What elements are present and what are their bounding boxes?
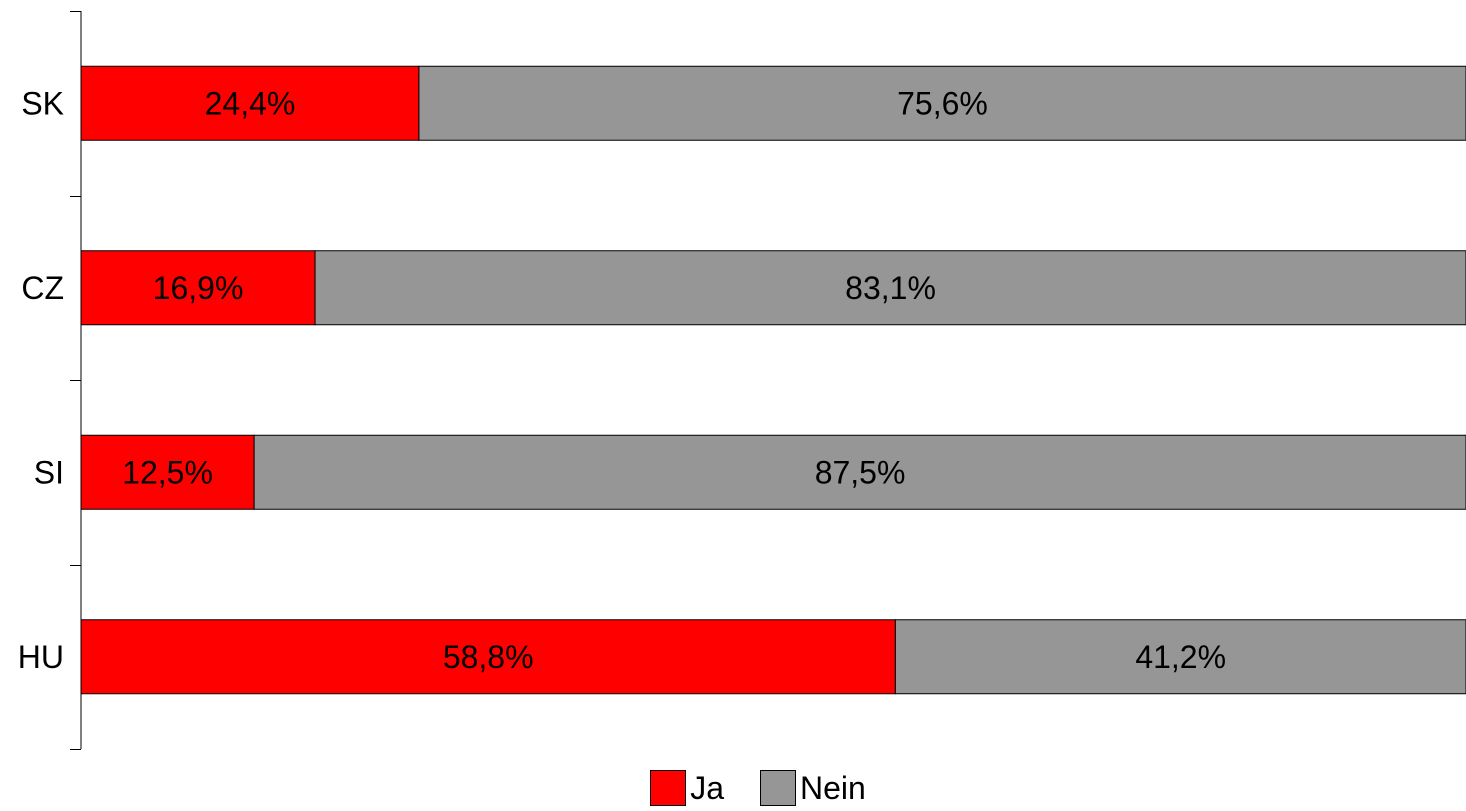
bar-si-ja xyxy=(80,434,255,510)
legend-swatch-ja xyxy=(650,769,687,806)
bar-sk-nein xyxy=(418,65,1466,141)
data-label-cz-nein: 83,1% xyxy=(845,270,936,306)
legend-label-nein: Nein xyxy=(799,769,866,806)
category-label-cz: CZ xyxy=(21,270,64,306)
category-axis xyxy=(70,11,82,750)
category-label-si: SI xyxy=(34,454,64,490)
legend-label-ja: Ja xyxy=(690,769,724,806)
data-label-hu-ja: 58,8% xyxy=(443,639,534,675)
data-label-si-nein: 87,5% xyxy=(815,454,906,490)
data-label-sk-nein: 75,6% xyxy=(897,85,988,121)
legend-item-nein: Nein xyxy=(759,769,866,806)
data-labels: 24,4% 75,6% 16,9% 83,1% 12,5% 87,5% 58,8% 41,2% xyxy=(122,85,1226,675)
data-label-cz-ja: 16,9% xyxy=(153,270,244,306)
legend-swatch-nein xyxy=(759,769,796,806)
bar-cz-ja xyxy=(80,250,316,326)
bar-hu-ja xyxy=(80,619,896,695)
legend: Ja Nein xyxy=(0,764,1466,811)
category-label-sk: SK xyxy=(21,85,64,121)
bar-si-nein xyxy=(253,434,1466,510)
data-label-si-ja: 12,5% xyxy=(122,454,213,490)
bar-cz-nein xyxy=(314,250,1466,326)
bar-sk-ja xyxy=(80,65,420,141)
category-label-hu: HU xyxy=(18,639,64,675)
legend-item-ja: Ja xyxy=(650,769,724,806)
data-label-hu-nein: 41,2% xyxy=(1135,639,1226,675)
data-label-sk-ja: 24,4% xyxy=(205,85,296,121)
bar-hu-nein xyxy=(894,619,1466,695)
bars xyxy=(80,65,1466,695)
stacked-bar-chart: 24,4% 75,6% 16,9% 83,1% 12,5% 87,5% 58,8% 41,2%… xyxy=(18,11,1466,750)
category-labels: SK CZ SI HU xyxy=(18,85,64,675)
